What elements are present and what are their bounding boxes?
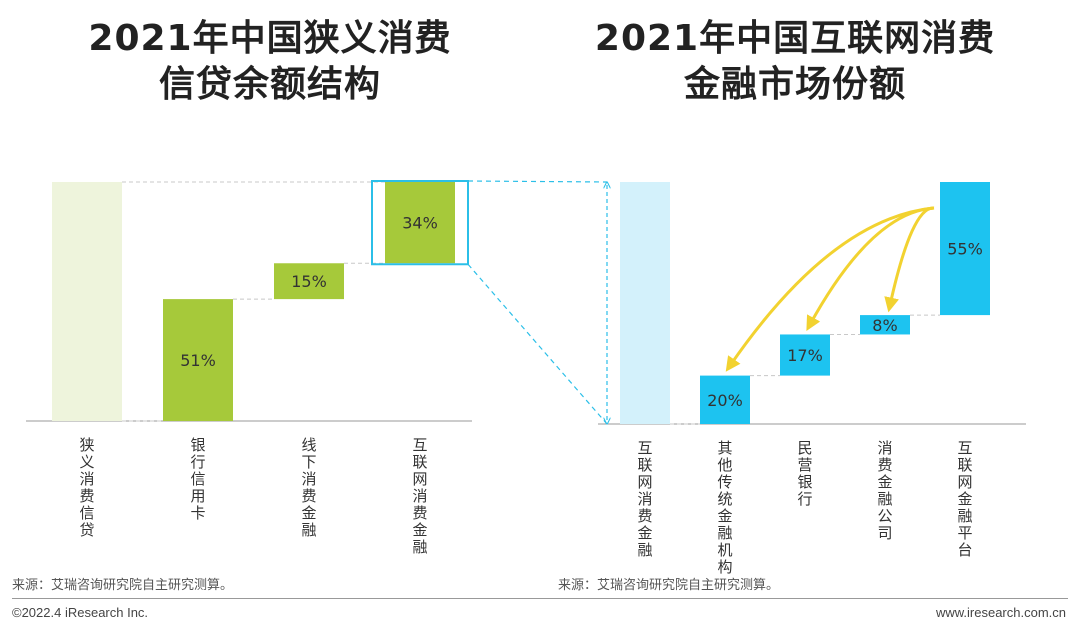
left-chart-title: 2021年中国狭义消费 信贷余额结构 (40, 16, 500, 108)
copyright-text: ©2022.4 iResearch Inc. (12, 605, 149, 620)
bar-value-label-3: 34% (402, 214, 438, 233)
right-chart: 互联网消费金融 20% 其他传统金融机构 17% 民营银行 8% 消费金融公司 55% 互联网金… (598, 182, 1026, 576)
bar-value-label-1: 51% (180, 351, 216, 370)
bar-4 (940, 182, 990, 316)
right-chart-title: 2021年中国互联网消费 金融市场份额 (555, 16, 1035, 108)
bar-3 (860, 315, 910, 335)
bar-0 (620, 182, 670, 424)
left-chart: 狭义消费信贷 51% 银行信用卡 15% 线下消费金融 34% 互联网消费金融 (26, 181, 472, 556)
chart-connectors (371, 180, 935, 425)
footer-divider (12, 598, 1068, 599)
category-label-1: 银行信用卡 (190, 436, 205, 522)
left-title-line-2: 信贷余额结构 (158, 64, 381, 105)
bar-value-label-4: 55% (947, 240, 983, 259)
bar-value-label-1: 20% (707, 391, 743, 410)
category-label-2: 民营银行 (797, 439, 812, 508)
highlight-box (371, 180, 469, 266)
right-title-line-2: 金融市场份额 (683, 64, 906, 105)
zoom-line-bottom (467, 263, 608, 425)
category-label-3: 互联网消费金融 (412, 436, 427, 556)
bar-2 (274, 263, 344, 300)
right-source-note: 来源：艾瑞咨询研究院自主研究测算。 (558, 578, 780, 593)
category-label-1: 其他传统金融机构 (717, 439, 732, 576)
category-label-4: 互联网金融平台 (957, 439, 972, 559)
left-title-line-1: 2021年中国狭义消费 (88, 18, 452, 59)
zoom-line-top (467, 180, 608, 183)
flow-arrow-3 (884, 206, 935, 313)
left-source-note: 来源：艾瑞咨询研究院自主研究测算。 (12, 578, 234, 593)
bar-value-label-3: 8% (872, 316, 897, 335)
bar-1 (163, 299, 233, 421)
bar-1 (700, 375, 750, 424)
category-label-3: 消费金融公司 (877, 439, 892, 542)
bar-value-label-2: 15% (291, 272, 327, 291)
category-label-2: 线下消费金融 (301, 436, 316, 539)
right-title-line-1: 2021年中国互联网消费 (594, 18, 996, 59)
flow-arrow-1 (725, 206, 935, 372)
bar-value-label-2: 17% (787, 346, 823, 365)
bar-2 (780, 334, 830, 376)
category-label-0: 互联网消费金融 (637, 439, 652, 559)
website-text: www.iresearch.com.cn (935, 605, 1066, 620)
category-label-0: 狭义消费信贷 (79, 436, 94, 539)
bar-0 (52, 182, 122, 421)
bar-3 (385, 182, 455, 264)
